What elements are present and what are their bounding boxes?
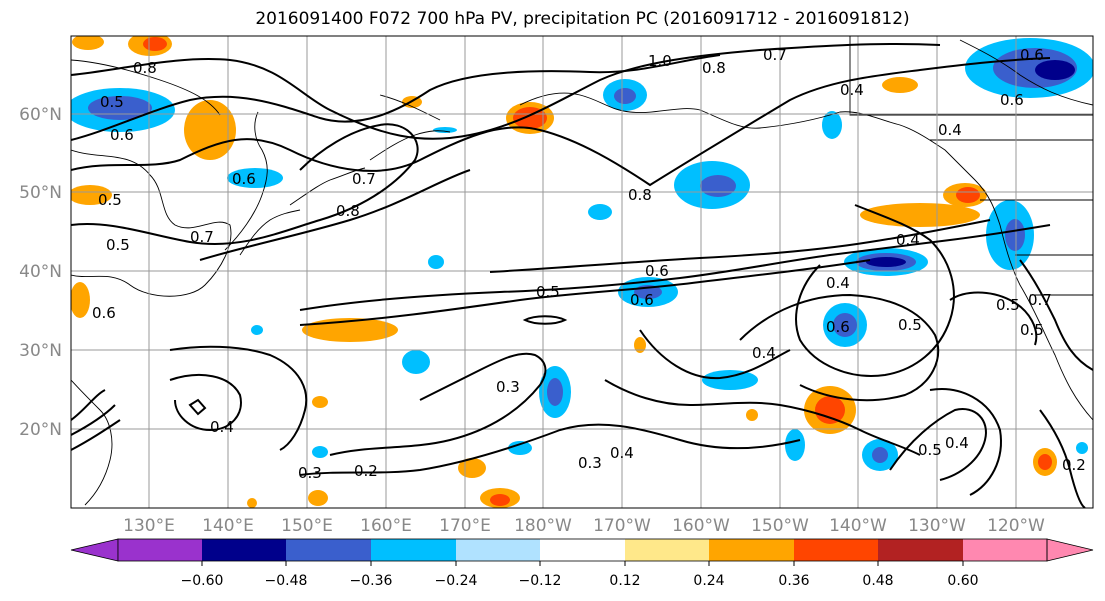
colorbar-tick-label: 0.24	[693, 573, 724, 589]
contour-label: 0.5	[536, 283, 560, 301]
colorbar-tick-label: 0.48	[862, 573, 893, 589]
contour-labels: 0.8 1.0 0.8 0.7 0.4 0.6 0.5 0.6 0.4 0.5 …	[92, 46, 1086, 482]
contour-label: 0.4	[610, 444, 634, 462]
lat-label: 40°N	[19, 262, 62, 282]
contour-label: 0.8	[628, 186, 652, 204]
colorbar-segment	[286, 539, 371, 561]
colorbar-segment	[118, 539, 202, 561]
colorbar-segment	[625, 539, 709, 561]
contour-label: 0.8	[336, 202, 360, 220]
lon-label: 160°E	[360, 516, 412, 536]
contour-label: 0.8	[133, 59, 157, 77]
contour-label: 0.4	[210, 418, 234, 436]
contour-label: 0.7	[190, 228, 214, 246]
lat-label: 20°N	[19, 420, 62, 440]
colorbar-ticks	[201, 561, 964, 566]
contour-label: 0.3	[578, 454, 602, 472]
colorbar-segment	[371, 539, 456, 561]
longitude-labels: 130°E 140°E 150°E 160°E 170°E 180°W 170°…	[123, 516, 1045, 536]
colorbar-tick-label: 0.12	[609, 573, 640, 589]
colorbar-tick-label: −0.48	[265, 573, 308, 589]
colorbar-segment	[202, 539, 286, 561]
lon-label: 170°W	[593, 516, 651, 536]
contour-label: 0.6	[1020, 46, 1044, 64]
contour-label: 0.7	[1028, 291, 1052, 309]
contour-label: 0.3	[496, 378, 520, 396]
contour-label: 0.5	[996, 296, 1020, 314]
colorbar-extend-low	[70, 538, 119, 562]
lon-label: 170°E	[439, 516, 491, 536]
lat-label: 60°N	[19, 105, 62, 125]
contour-label: 0.5	[100, 93, 124, 111]
colorbar-tick-labels: −0.60 −0.48 −0.36 −0.24 −0.12 0.12 0.24 …	[181, 573, 979, 589]
colorbar-tick-label: −0.24	[435, 573, 478, 589]
lat-label: 30°N	[19, 341, 62, 361]
contour-label: 1.0	[648, 52, 672, 70]
colorbar-segment	[456, 539, 540, 561]
contour-label: 0.4	[938, 121, 962, 139]
lon-label: 160°W	[672, 516, 730, 536]
colorbar-outline	[117, 538, 1048, 562]
lon-label: 150°E	[281, 516, 333, 536]
graticule	[71, 36, 1093, 508]
contour-label: 0.4	[896, 231, 920, 249]
contour-label: 0.6	[630, 291, 654, 309]
lon-label: 130°W	[908, 516, 966, 536]
colorbar-tick-label: 0.60	[947, 573, 978, 589]
colorbar-tick-label: −0.12	[519, 573, 562, 589]
lon-label: 140°W	[829, 516, 887, 536]
contour-label: 0.6	[232, 170, 256, 188]
contour-label: 0.2	[354, 462, 378, 480]
contour-label: 0.6	[1000, 91, 1024, 109]
colorbar-tick-label: 0.36	[778, 573, 809, 589]
map-title: 2016091400 F072 700 hPa PV, precipitatio…	[255, 9, 910, 29]
colorbar-segment	[878, 539, 963, 561]
contour-label: 0.6	[92, 304, 116, 322]
colorbar: −0.60 −0.48 −0.36 −0.24 −0.12 0.12 0.24 …	[70, 538, 1094, 589]
contour-label: 0.5	[98, 191, 122, 209]
colorbar-segment	[963, 539, 1047, 561]
lon-label: 180°W	[514, 516, 572, 536]
colorbar-tick-label: −0.60	[181, 573, 224, 589]
lon-label: 120°W	[987, 516, 1045, 536]
colorbar-segment	[794, 539, 878, 561]
lon-label: 150°W	[751, 516, 809, 536]
contour-label: 0.3	[298, 464, 322, 482]
contour-label: 0.2	[1062, 456, 1086, 474]
contour-label: 0.5	[106, 236, 130, 254]
contour-label: 0.8	[702, 59, 726, 77]
contour-label: 0.4	[840, 81, 864, 99]
latitude-labels: 60°N 50°N 40°N 30°N 20°N	[19, 105, 62, 440]
contour-label: 0.7	[763, 46, 787, 64]
colorbar-segment	[540, 539, 625, 561]
contour-label: 0.6	[645, 262, 669, 280]
colorbar-segment	[709, 539, 794, 561]
contour-label: 0.6	[110, 126, 134, 144]
contour-label: 0.4	[945, 434, 969, 452]
contour-label: 0.6	[826, 318, 850, 336]
contour-label: 0.5	[918, 441, 942, 459]
contour-label: 0.4	[826, 274, 850, 292]
map-frame	[70, 35, 1094, 509]
lon-label: 140°E	[202, 516, 254, 536]
colorbar-extend-high	[1046, 538, 1094, 562]
pv-contours	[71, 42, 1093, 508]
precip-negative-shading	[71, 38, 1093, 471]
contour-label: 0.5	[898, 316, 922, 334]
lat-label: 50°N	[19, 183, 62, 203]
contour-label: 0.5	[1020, 321, 1044, 339]
contour-label: 0.7	[352, 170, 376, 188]
contour-label: 0.4	[752, 344, 776, 362]
colorbar-tick-label: −0.36	[350, 573, 393, 589]
lon-label: 130°E	[123, 516, 175, 536]
